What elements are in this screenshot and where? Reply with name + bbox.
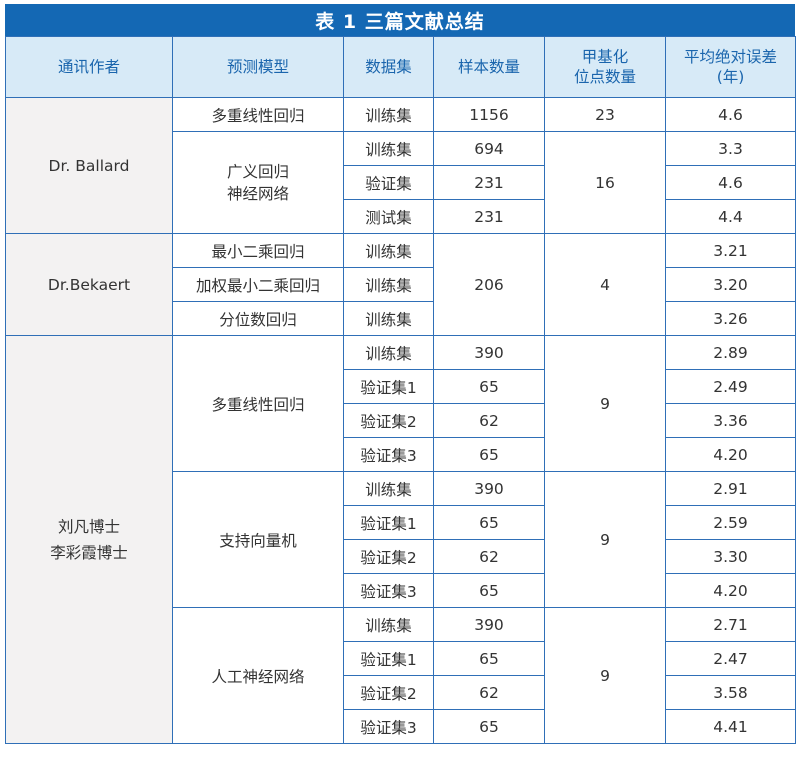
dataset-cell: 训练集 <box>343 607 434 642</box>
samples-cell: 62 <box>433 675 545 710</box>
samples-cell: 65 <box>433 573 545 608</box>
table-row: Dr. Ballard 多重线性回归 训练集 1156 23 4.6 <box>5 97 796 234</box>
dataset-cell: 验证集2 <box>343 403 434 438</box>
table-row: 验证集 231 4.6 <box>6 165 796 200</box>
table-row: 验证集3 65 4.41 <box>6 709 796 744</box>
dataset-cell: 训练集 <box>343 267 434 302</box>
header-author: 通讯作者 <box>5 36 173 98</box>
mae-cell: 2.47 <box>665 641 796 676</box>
dataset-cell: 验证集3 <box>343 437 434 472</box>
model-cell: 分位数回归 <box>172 301 344 336</box>
dataset-cell: 验证集2 <box>343 539 434 574</box>
header-mae: 平均绝对误差 (年) <box>665 36 796 98</box>
sites-cell: 16 <box>544 131 666 234</box>
samples-cell: 390 <box>433 607 545 642</box>
mae-cell: 3.58 <box>665 675 796 710</box>
model-cell: 广义回归 神经网络 <box>172 131 344 234</box>
samples-cell: 390 <box>433 471 545 506</box>
samples-cell: 65 <box>433 709 545 744</box>
mae-cell: 2.49 <box>665 369 796 404</box>
samples-cell: 206 <box>433 233 545 336</box>
table-row: 验证集1 65 2.49 <box>6 369 796 404</box>
header-sites: 甲基化 位点数量 <box>544 36 666 98</box>
sites-cell: 9 <box>544 471 666 608</box>
mae-cell: 3.26 <box>665 301 796 336</box>
dataset-cell: 训练集 <box>343 131 434 166</box>
sites-cell: 23 <box>544 97 666 132</box>
model-cell: 加权最小二乘回归 <box>172 267 344 302</box>
header-row: 通讯作者 预测模型 数据集 样本数量 甲基化 位点数量 平均绝对误差 (年) <box>5 36 796 98</box>
author-cell: Dr.Bekaert <box>5 233 173 336</box>
dataset-cell: 训练集 <box>343 471 434 506</box>
mae-cell: 2.71 <box>665 607 796 642</box>
samples-cell: 62 <box>433 403 545 438</box>
table-row: 验证集3 65 4.20 <box>6 573 796 608</box>
dataset-cell: 验证集2 <box>343 675 434 710</box>
table-title: 表 1 三篇文献总结 <box>5 4 795 36</box>
table-row: 验证集1 65 2.59 <box>6 505 796 540</box>
mae-cell: 4.6 <box>665 165 796 200</box>
samples-cell: 65 <box>433 437 545 472</box>
mae-cell: 4.4 <box>665 199 796 234</box>
mae-cell: 4.41 <box>665 709 796 744</box>
mae-cell: 4.20 <box>665 437 796 472</box>
table-row: 验证集2 62 3.36 <box>6 403 796 438</box>
dataset-cell: 验证集1 <box>343 641 434 676</box>
dataset-cell: 测试集 <box>343 199 434 234</box>
samples-cell: 231 <box>433 165 545 200</box>
mae-cell: 3.3 <box>665 131 796 166</box>
samples-cell: 65 <box>433 641 545 676</box>
samples-cell: 65 <box>433 505 545 540</box>
mae-cell: 3.30 <box>665 539 796 574</box>
samples-cell: 1156 <box>433 97 545 132</box>
table-row: 分位数回归 训练集 3.26 <box>6 301 796 336</box>
author-cell: 刘凡博士 李彩霞博士 <box>5 335 173 744</box>
mae-cell: 3.21 <box>665 233 796 268</box>
table-row: 验证集1 65 2.47 <box>6 641 796 676</box>
mae-cell: 3.36 <box>665 403 796 438</box>
dataset-cell: 验证集 <box>343 165 434 200</box>
dataset-cell: 验证集3 <box>343 573 434 608</box>
table-row: 验证集2 62 3.30 <box>6 539 796 574</box>
samples-cell: 62 <box>433 539 545 574</box>
sites-cell: 9 <box>544 335 666 472</box>
model-cell: 人工神经网络 <box>172 607 344 744</box>
sites-cell: 9 <box>544 607 666 744</box>
model-cell: 支持向量机 <box>172 471 344 608</box>
dataset-cell: 训练集 <box>343 301 434 336</box>
dataset-cell: 训练集 <box>343 335 434 370</box>
samples-cell: 390 <box>433 335 545 370</box>
summary-table-container: 表 1 三篇文献总结 通讯作者 预测模型 数据集 样本数量 甲基化 位点数量 平… <box>5 4 796 744</box>
samples-cell: 694 <box>433 131 545 166</box>
mae-cell: 4.20 <box>665 573 796 608</box>
header-dataset: 数据集 <box>343 36 434 98</box>
mae-cell: 2.59 <box>665 505 796 540</box>
summary-table: 通讯作者 预测模型 数据集 样本数量 甲基化 位点数量 平均绝对误差 (年) D… <box>5 36 796 744</box>
mae-cell: 3.20 <box>665 267 796 302</box>
mae-cell: 2.91 <box>665 471 796 506</box>
samples-cell: 65 <box>433 369 545 404</box>
model-cell: 最小二乘回归 <box>172 233 344 268</box>
table-row: 刘凡博士 李彩霞博士 多重线性回归 训练集 390 9 2.89 <box>5 335 796 744</box>
dataset-cell: 训练集 <box>343 233 434 268</box>
table-row: 验证集3 65 4.20 <box>6 437 796 472</box>
sites-cell: 4 <box>544 233 666 336</box>
model-cell: 多重线性回归 <box>172 335 344 472</box>
model-cell: 多重线性回归 <box>172 97 344 132</box>
author-cell: Dr. Ballard <box>5 97 173 234</box>
dataset-cell: 验证集1 <box>343 369 434 404</box>
samples-cell: 231 <box>433 199 545 234</box>
mae-cell: 2.89 <box>665 335 796 370</box>
dataset-cell: 验证集1 <box>343 505 434 540</box>
table-row: 支持向量机 训练集 390 9 2.91 <box>6 471 796 608</box>
mae-cell: 4.6 <box>665 97 796 132</box>
dataset-cell: 验证集3 <box>343 709 434 744</box>
table-row: 广义回归 神经网络 训练集 694 16 3.3 <box>6 131 796 234</box>
header-samples: 样本数量 <box>433 36 545 98</box>
table-row: 验证集2 62 3.58 <box>6 675 796 710</box>
dataset-cell: 训练集 <box>343 97 434 132</box>
header-model: 预测模型 <box>172 36 344 98</box>
table-row: Dr.Bekaert 最小二乘回归 训练集 206 4 3.21 <box>5 233 796 336</box>
